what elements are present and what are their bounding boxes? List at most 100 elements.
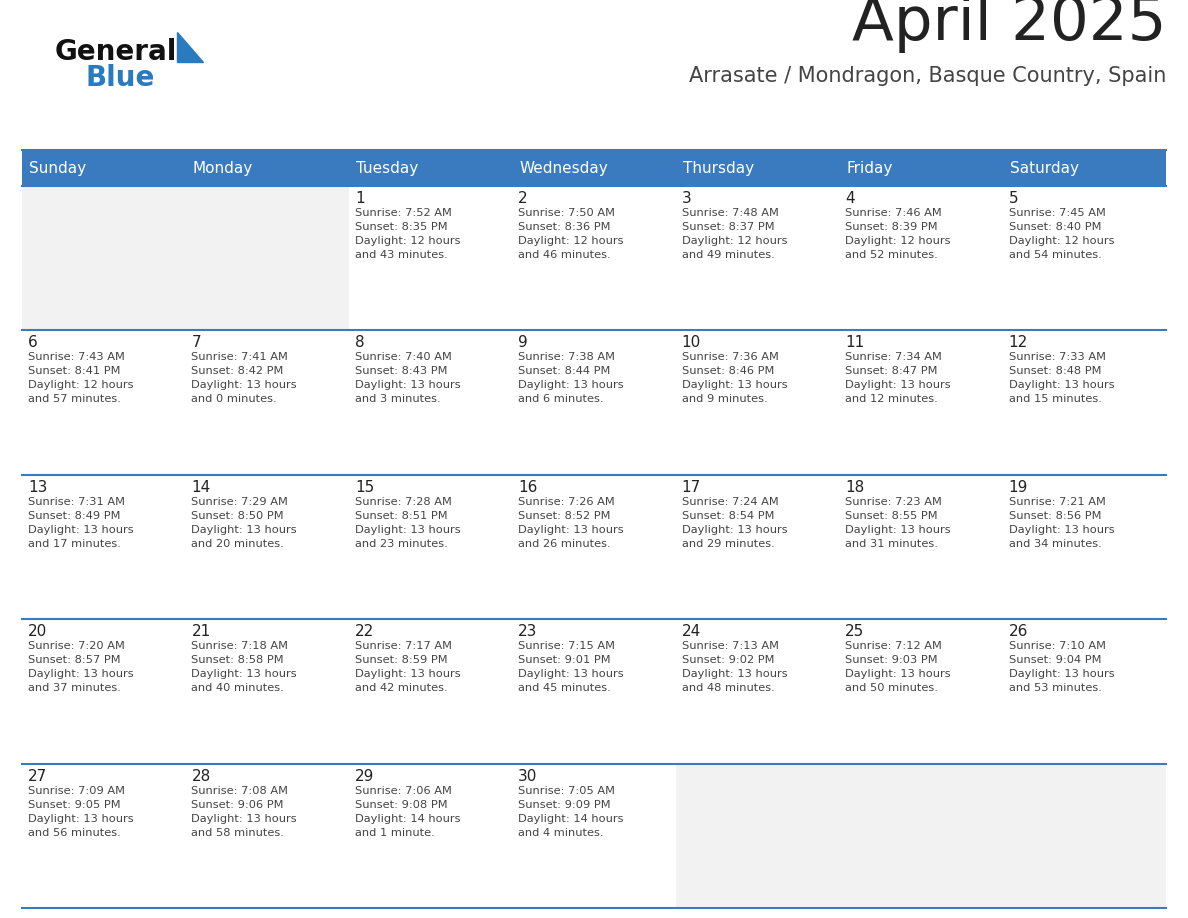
- Text: Sunrise: 7:46 AM
Sunset: 8:39 PM
Daylight: 12 hours
and 52 minutes.: Sunrise: 7:46 AM Sunset: 8:39 PM Dayligh…: [845, 208, 950, 260]
- Polygon shape: [177, 32, 203, 62]
- Bar: [1003, 330, 1165, 475]
- Bar: [839, 330, 1003, 475]
- Text: 10: 10: [682, 335, 701, 351]
- Text: 3: 3: [682, 191, 691, 206]
- Text: 17: 17: [682, 480, 701, 495]
- Text: 22: 22: [355, 624, 374, 639]
- Text: Blue: Blue: [86, 64, 154, 92]
- Text: 1: 1: [355, 191, 365, 206]
- Text: 5: 5: [1009, 191, 1018, 206]
- Text: 12: 12: [1009, 335, 1028, 351]
- Text: 29: 29: [355, 768, 374, 784]
- Text: 16: 16: [518, 480, 538, 495]
- Bar: [512, 150, 676, 186]
- Text: Sunrise: 7:31 AM
Sunset: 8:49 PM
Daylight: 13 hours
and 17 minutes.: Sunrise: 7:31 AM Sunset: 8:49 PM Dayligh…: [29, 497, 133, 549]
- Text: 18: 18: [845, 480, 865, 495]
- Bar: [839, 764, 1003, 908]
- Bar: [839, 150, 1003, 186]
- Text: Sunrise: 7:26 AM
Sunset: 8:52 PM
Daylight: 13 hours
and 26 minutes.: Sunrise: 7:26 AM Sunset: 8:52 PM Dayligh…: [518, 497, 624, 549]
- Text: 30: 30: [518, 768, 538, 784]
- Text: Thursday: Thursday: [683, 161, 754, 175]
- Text: 20: 20: [29, 624, 48, 639]
- Text: 26: 26: [1009, 624, 1028, 639]
- Bar: [185, 620, 349, 764]
- Text: 28: 28: [191, 768, 210, 784]
- Text: Sunrise: 7:36 AM
Sunset: 8:46 PM
Daylight: 13 hours
and 9 minutes.: Sunrise: 7:36 AM Sunset: 8:46 PM Dayligh…: [682, 353, 788, 405]
- Text: Sunrise: 7:24 AM
Sunset: 8:54 PM
Daylight: 13 hours
and 29 minutes.: Sunrise: 7:24 AM Sunset: 8:54 PM Dayligh…: [682, 497, 788, 549]
- Text: Saturday: Saturday: [1010, 161, 1079, 175]
- Bar: [512, 475, 676, 620]
- Text: Sunrise: 7:50 AM
Sunset: 8:36 PM
Daylight: 12 hours
and 46 minutes.: Sunrise: 7:50 AM Sunset: 8:36 PM Dayligh…: [518, 208, 624, 260]
- Text: Arrasate / Mondragon, Basque Country, Spain: Arrasate / Mondragon, Basque Country, Sp…: [689, 66, 1165, 86]
- Text: Sunrise: 7:18 AM
Sunset: 8:58 PM
Daylight: 13 hours
and 40 minutes.: Sunrise: 7:18 AM Sunset: 8:58 PM Dayligh…: [191, 641, 297, 693]
- Text: 21: 21: [191, 624, 210, 639]
- Text: Sunrise: 7:15 AM
Sunset: 9:01 PM
Daylight: 13 hours
and 45 minutes.: Sunrise: 7:15 AM Sunset: 9:01 PM Dayligh…: [518, 641, 624, 693]
- Text: 27: 27: [29, 768, 48, 784]
- Text: 4: 4: [845, 191, 855, 206]
- Text: Sunrise: 7:06 AM
Sunset: 9:08 PM
Daylight: 14 hours
and 1 minute.: Sunrise: 7:06 AM Sunset: 9:08 PM Dayligh…: [355, 786, 461, 837]
- Text: Sunrise: 7:05 AM
Sunset: 9:09 PM
Daylight: 14 hours
and 4 minutes.: Sunrise: 7:05 AM Sunset: 9:09 PM Dayligh…: [518, 786, 624, 837]
- Text: Sunrise: 7:23 AM
Sunset: 8:55 PM
Daylight: 13 hours
and 31 minutes.: Sunrise: 7:23 AM Sunset: 8:55 PM Dayligh…: [845, 497, 950, 549]
- Bar: [676, 150, 839, 186]
- Bar: [676, 186, 839, 330]
- Text: 15: 15: [355, 480, 374, 495]
- Text: Sunrise: 7:12 AM
Sunset: 9:03 PM
Daylight: 13 hours
and 50 minutes.: Sunrise: 7:12 AM Sunset: 9:03 PM Dayligh…: [845, 641, 950, 693]
- Text: 24: 24: [682, 624, 701, 639]
- Text: Sunrise: 7:08 AM
Sunset: 9:06 PM
Daylight: 13 hours
and 58 minutes.: Sunrise: 7:08 AM Sunset: 9:06 PM Dayligh…: [191, 786, 297, 837]
- Text: 25: 25: [845, 624, 865, 639]
- Bar: [23, 330, 185, 475]
- Bar: [23, 764, 185, 908]
- Text: Sunrise: 7:33 AM
Sunset: 8:48 PM
Daylight: 13 hours
and 15 minutes.: Sunrise: 7:33 AM Sunset: 8:48 PM Dayligh…: [1009, 353, 1114, 405]
- Text: Friday: Friday: [846, 161, 892, 175]
- Bar: [349, 150, 512, 186]
- Text: Sunrise: 7:21 AM
Sunset: 8:56 PM
Daylight: 13 hours
and 34 minutes.: Sunrise: 7:21 AM Sunset: 8:56 PM Dayligh…: [1009, 497, 1114, 549]
- Bar: [512, 620, 676, 764]
- Text: Sunrise: 7:43 AM
Sunset: 8:41 PM
Daylight: 12 hours
and 57 minutes.: Sunrise: 7:43 AM Sunset: 8:41 PM Dayligh…: [29, 353, 133, 405]
- Bar: [349, 620, 512, 764]
- Bar: [185, 150, 349, 186]
- Bar: [839, 186, 1003, 330]
- Text: Sunrise: 7:17 AM
Sunset: 8:59 PM
Daylight: 13 hours
and 42 minutes.: Sunrise: 7:17 AM Sunset: 8:59 PM Dayligh…: [355, 641, 461, 693]
- Text: General: General: [55, 38, 177, 66]
- Text: 13: 13: [29, 480, 48, 495]
- Text: 6: 6: [29, 335, 38, 351]
- Bar: [676, 620, 839, 764]
- Text: 9: 9: [518, 335, 527, 351]
- Text: Sunrise: 7:20 AM
Sunset: 8:57 PM
Daylight: 13 hours
and 37 minutes.: Sunrise: 7:20 AM Sunset: 8:57 PM Dayligh…: [29, 641, 133, 693]
- Text: 11: 11: [845, 335, 865, 351]
- Bar: [1003, 475, 1165, 620]
- Text: 8: 8: [355, 335, 365, 351]
- Text: Sunrise: 7:10 AM
Sunset: 9:04 PM
Daylight: 13 hours
and 53 minutes.: Sunrise: 7:10 AM Sunset: 9:04 PM Dayligh…: [1009, 641, 1114, 693]
- Text: 23: 23: [518, 624, 538, 639]
- Bar: [349, 475, 512, 620]
- Bar: [23, 186, 185, 330]
- Bar: [1003, 150, 1165, 186]
- Text: April 2025: April 2025: [852, 0, 1165, 53]
- Bar: [185, 330, 349, 475]
- Bar: [676, 330, 839, 475]
- Bar: [512, 186, 676, 330]
- Bar: [23, 150, 185, 186]
- Text: Sunrise: 7:38 AM
Sunset: 8:44 PM
Daylight: 13 hours
and 6 minutes.: Sunrise: 7:38 AM Sunset: 8:44 PM Dayligh…: [518, 353, 624, 405]
- Bar: [23, 475, 185, 620]
- Bar: [349, 186, 512, 330]
- Bar: [839, 475, 1003, 620]
- Text: Sunrise: 7:41 AM
Sunset: 8:42 PM
Daylight: 13 hours
and 0 minutes.: Sunrise: 7:41 AM Sunset: 8:42 PM Dayligh…: [191, 353, 297, 405]
- Text: Sunrise: 7:09 AM
Sunset: 9:05 PM
Daylight: 13 hours
and 56 minutes.: Sunrise: 7:09 AM Sunset: 9:05 PM Dayligh…: [29, 786, 133, 837]
- Text: 19: 19: [1009, 480, 1028, 495]
- Bar: [839, 620, 1003, 764]
- Bar: [676, 475, 839, 620]
- Bar: [349, 330, 512, 475]
- Bar: [23, 620, 185, 764]
- Bar: [512, 764, 676, 908]
- Bar: [185, 764, 349, 908]
- Text: Wednesday: Wednesday: [519, 161, 608, 175]
- Bar: [349, 764, 512, 908]
- Bar: [512, 330, 676, 475]
- Text: 7: 7: [191, 335, 201, 351]
- Bar: [676, 764, 839, 908]
- Text: 14: 14: [191, 480, 210, 495]
- Text: Tuesday: Tuesday: [356, 161, 418, 175]
- Text: Sunrise: 7:34 AM
Sunset: 8:47 PM
Daylight: 13 hours
and 12 minutes.: Sunrise: 7:34 AM Sunset: 8:47 PM Dayligh…: [845, 353, 950, 405]
- Bar: [1003, 764, 1165, 908]
